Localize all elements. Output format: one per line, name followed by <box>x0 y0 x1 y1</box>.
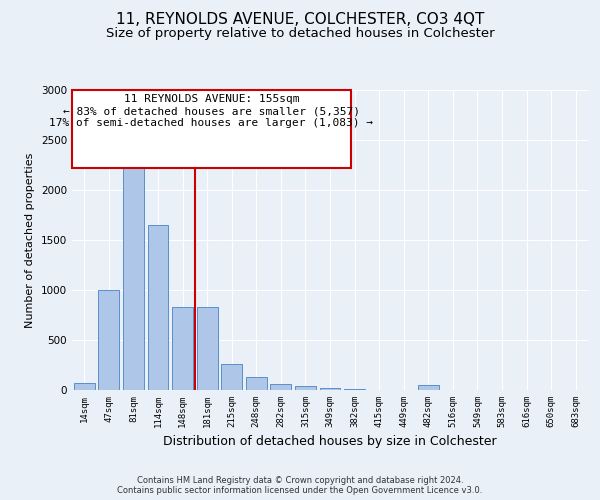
Text: 11, REYNOLDS AVENUE, COLCHESTER, CO3 4QT: 11, REYNOLDS AVENUE, COLCHESTER, CO3 4QT <box>116 12 484 28</box>
Bar <box>295 386 316 390</box>
FancyBboxPatch shape <box>72 90 350 168</box>
Bar <box>123 145 144 390</box>
Bar <box>344 389 365 390</box>
Text: Size of property relative to detached houses in Colchester: Size of property relative to detached ho… <box>106 28 494 40</box>
Bar <box>148 225 169 390</box>
Text: 17% of semi-detached houses are larger (1,083) →: 17% of semi-detached houses are larger (… <box>49 118 373 128</box>
Text: Contains HM Land Registry data © Crown copyright and database right 2024.
Contai: Contains HM Land Registry data © Crown c… <box>118 476 482 495</box>
Bar <box>197 307 218 390</box>
Y-axis label: Number of detached properties: Number of detached properties <box>25 152 35 328</box>
Bar <box>172 307 193 390</box>
Bar <box>320 388 340 390</box>
Text: 11 REYNOLDS AVENUE: 155sqm: 11 REYNOLDS AVENUE: 155sqm <box>124 94 299 104</box>
X-axis label: Distribution of detached houses by size in Colchester: Distribution of detached houses by size … <box>163 436 497 448</box>
Bar <box>221 364 242 390</box>
Text: ← 83% of detached houses are smaller (5,357): ← 83% of detached houses are smaller (5,… <box>63 106 360 117</box>
Bar <box>271 384 292 390</box>
Bar <box>74 383 95 390</box>
Bar <box>418 385 439 390</box>
Bar <box>246 377 267 390</box>
Bar <box>98 290 119 390</box>
